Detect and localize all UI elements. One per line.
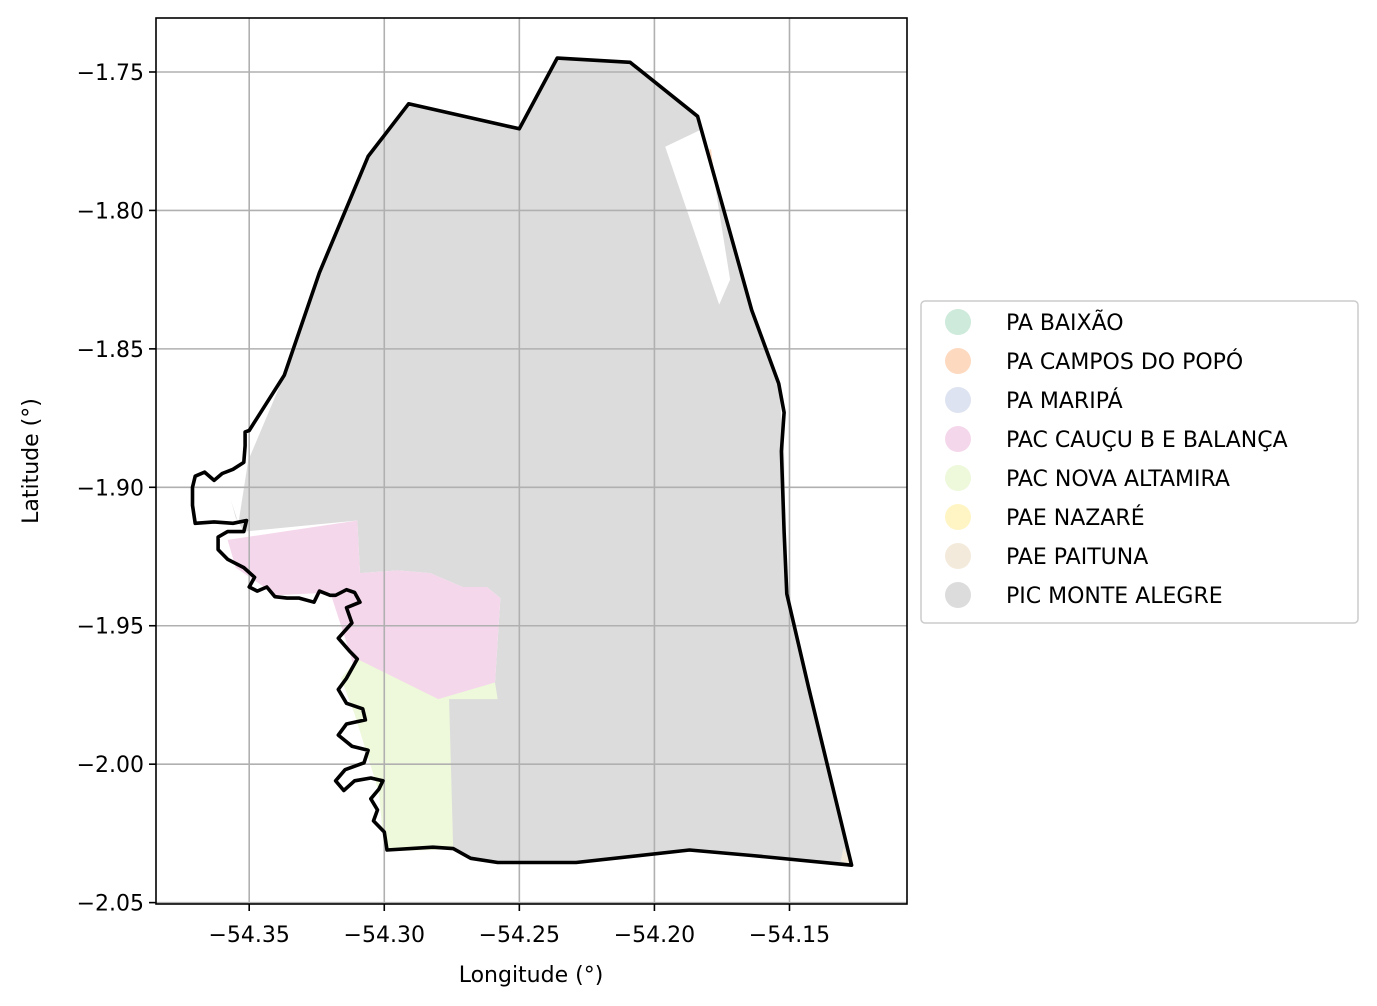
legend-label: PAC NOVA ALTAMIRA: [1006, 467, 1230, 492]
y-axis-ticks: −1.75 −1.80 −1.85 −1.90 −1.95 −2.00 −2.05: [77, 61, 156, 917]
legend-label: PA CAMPOS DO POPÓ: [1006, 349, 1243, 375]
y-axis-label: Latitude (°): [19, 398, 44, 524]
unassigned-area-0: [665, 127, 731, 305]
x-axis-ticks: −54.35 −54.30 −54.25 −54.20 −54.15: [208, 904, 830, 948]
y-tick-label: −2.00: [77, 753, 144, 778]
legend-label: PIC MONTE ALEGRE: [1006, 584, 1223, 609]
legend-swatch: [945, 348, 971, 374]
legend-swatch: [945, 582, 971, 608]
region-fills: [222, 58, 852, 866]
y-tick-label: −1.75: [77, 61, 144, 86]
gridlines: [156, 18, 907, 904]
y-tick-label: −2.05: [77, 892, 144, 917]
x-tick-label: −54.15: [749, 923, 830, 948]
municipality-boundary: [190, 56, 854, 867]
region-pac-caucu-b-e-balanca: [227, 520, 501, 700]
legend-label: PAE NAZARÉ: [1006, 505, 1145, 531]
legend-swatch: [945, 387, 971, 413]
legend-swatch: [945, 543, 971, 569]
region-pac-nova-altamira: [341, 659, 498, 852]
legend-swatch: [945, 504, 971, 530]
legend-label: PAE PAITUNA: [1006, 545, 1148, 570]
x-axis-label: Longitude (°): [459, 963, 604, 988]
boundary-outline: [190, 56, 854, 867]
legend-swatch: [945, 465, 971, 491]
x-tick-label: −54.25: [479, 923, 560, 948]
legend-swatch: [945, 309, 971, 335]
plot-frame: [155, 17, 908, 905]
legend-swatch: [945, 426, 971, 452]
legend-label: PA BAIXÃO: [1006, 309, 1124, 336]
legend-frame: [920, 300, 1359, 624]
y-tick-label: −1.80: [77, 199, 144, 224]
x-tick-label: −54.30: [344, 923, 425, 948]
y-tick-label: −1.85: [77, 338, 144, 363]
y-tick-label: −1.95: [77, 615, 144, 640]
legend-label: PA MARIPÁ: [1006, 388, 1123, 414]
legend-label: PAC CAUÇU B E BALANÇA: [1006, 428, 1288, 453]
region-pic-monte-alegre: [225, 58, 852, 866]
x-tick-label: −54.35: [208, 923, 289, 948]
x-tick-label: −54.20: [614, 923, 695, 948]
legend: PA BAIXÃO PA CAMPOS DO POPÓ PA MARIPÁ PAC C…: [920, 300, 1359, 624]
y-tick-label: −1.90: [77, 476, 144, 501]
